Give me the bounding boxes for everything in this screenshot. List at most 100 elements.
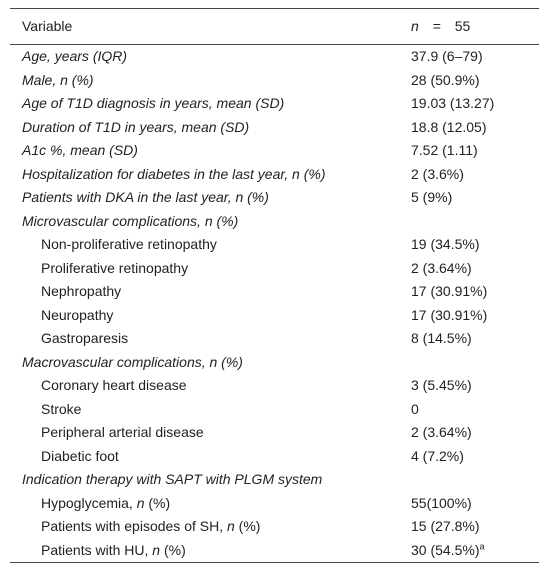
row-label: Patients with episodes of SH, n (%)	[41, 515, 260, 539]
label-part: Patients with episodes of SH,	[41, 518, 227, 534]
row-value: 7.52 (1.11)	[411, 139, 478, 163]
group-row: Microvascular complications, n (%)	[10, 210, 539, 234]
row-label: Age, years (IQR)	[22, 48, 128, 64]
row-label: Gastroparesis	[41, 330, 129, 346]
table-row: Age, years (IQR) 37.9 (6–79)	[10, 45, 539, 69]
row-label: Patients with DKA in the last year, n (%…	[22, 189, 269, 205]
row-value: 2 (3.6%)	[411, 163, 464, 187]
row-value: 19 (34.5%)	[411, 233, 479, 257]
value-text: 5 (9%)	[411, 189, 453, 205]
value-text: 18.8 (12.05)	[411, 118, 487, 135]
table-row: Coronary heart disease 3 (5.45%)	[10, 374, 539, 398]
label-part: n	[227, 518, 235, 534]
label-part: n	[136, 494, 145, 511]
table-row: Stroke 0	[10, 398, 539, 422]
row-label: Neuropathy	[41, 306, 114, 323]
value-text: 30 (54.5%)	[411, 541, 480, 558]
table-row: Hospitalization for diabetes in the last…	[10, 163, 539, 187]
row-value: 30 (54.5%)a	[411, 539, 485, 563]
table-row: Patients with DKA in the last year, n (%…	[10, 186, 539, 210]
row-value: 2 (3.64%)	[411, 257, 472, 281]
row-label: Non-proliferative retinopathy	[41, 236, 217, 252]
row-label: Duration of T1D in years, mean (SD)	[22, 118, 250, 135]
group-title: Macrovascular complications, n (%)	[22, 353, 243, 370]
n-symbol: n	[411, 18, 419, 34]
group-row: Indication therapy with SAPT with PLGM s…	[10, 468, 539, 492]
row-label: Hypoglycemia, n (%)	[41, 492, 170, 516]
value-text: 19.03 (13.27)	[411, 95, 495, 111]
row-label: Diabetic foot	[41, 447, 119, 464]
header-variable: Variable	[22, 18, 73, 34]
row-label: A1c %, mean (SD)	[22, 142, 138, 158]
value-text: 19 (34.5%)	[411, 236, 480, 252]
row-value: 0	[411, 398, 419, 422]
value-text: 4 (7.2%)	[411, 447, 464, 464]
table-row: Patients with HU, n (%) 30 (54.5%)a	[10, 539, 539, 563]
value-text: 3 (5.45%)	[411, 377, 472, 393]
table-row: Nephropathy 17 (30.91%)	[10, 280, 539, 304]
row-value: 8 (14.5%)	[411, 327, 472, 351]
table-row: Male, n (%) 28 (50.9%)	[10, 69, 539, 93]
row-label: Peripheral arterial disease	[41, 424, 204, 440]
value-text: 2 (3.64%)	[411, 259, 472, 276]
value-text: 17 (30.91%)	[411, 283, 488, 299]
value-text: 8 (14.5%)	[411, 330, 472, 346]
row-label: Coronary heart disease	[41, 377, 187, 393]
row-value: 3 (5.45%)	[411, 374, 472, 398]
label-part: Hypoglycemia,	[41, 494, 137, 511]
value-text: 7.52 (1.11)	[411, 142, 478, 158]
row-label: Hospitalization for diabetes in the last…	[22, 165, 326, 182]
row-value: 18.8 (12.05)	[411, 116, 487, 140]
footnote-mark: a	[479, 540, 485, 551]
table-row: Diabetic foot 4 (7.2%)	[10, 445, 539, 469]
row-label: Age of T1D diagnosis in years, mean (SD)	[22, 95, 285, 111]
value-text: 28 (50.9%)	[411, 71, 480, 88]
row-value: 37.9 (6–79)	[411, 45, 483, 69]
row-value: 2 (3.64%)	[411, 421, 472, 445]
label-part: Patients with HU,	[41, 541, 153, 558]
row-label: Proliferative retinopathy	[41, 259, 189, 276]
value-text: 2 (3.6%)	[411, 165, 464, 182]
value-text: 2 (3.64%)	[411, 424, 472, 440]
row-label: Patients with HU, n (%)	[41, 539, 186, 563]
value-text: 15 (27.8%)	[411, 518, 480, 534]
table: Variable n = 55 Age, years (IQR) 37.9 (6–…	[10, 8, 539, 563]
row-value: 17 (30.91%)	[411, 304, 487, 328]
total: 55	[454, 18, 471, 34]
row-value: 15 (27.8%)	[411, 515, 479, 539]
group-title: Microvascular complications, n (%)	[22, 212, 239, 229]
label-part: (%)	[144, 494, 171, 511]
header-row: Variable n = 55	[10, 9, 539, 45]
table-row: Neuropathy 17 (30.91%)	[10, 304, 539, 328]
table-row: Gastroparesis 8 (14.5%)	[10, 327, 539, 351]
table-row: Patients with episodes of SH, n (%) 15 (2…	[10, 515, 539, 539]
group-title: Indication therapy with SAPT with PLGM s…	[22, 471, 323, 487]
table-row: Hypoglycemia, n (%) 55(100%)	[10, 492, 539, 516]
value-text: 55(100%)	[411, 494, 472, 511]
label-part: n	[152, 541, 161, 558]
header-n: n = 55	[411, 9, 470, 44]
row-value: 5 (9%)	[411, 186, 452, 210]
row-value: 19.03 (13.27)	[411, 92, 494, 116]
row-label: Male, n (%)	[22, 71, 94, 88]
value-text: 0	[411, 400, 419, 417]
label-part: (%)	[234, 518, 261, 534]
equals: =	[432, 18, 441, 34]
table-row: Non-proliferative retinopathy 19 (34.5%)	[10, 233, 539, 257]
table-row: Age of T1D diagnosis in years, mean (SD)…	[10, 92, 539, 116]
label-part: (%)	[160, 541, 186, 558]
value-text: 17 (30.91%)	[411, 306, 488, 323]
table-row: Duration of T1D in years, mean (SD) 18.8 …	[10, 116, 539, 140]
row-label: Stroke	[41, 400, 82, 417]
row-value: 4 (7.2%)	[411, 445, 464, 469]
row-value: 28 (50.9%)	[411, 69, 479, 93]
value-text: 37.9 (6–79)	[411, 48, 483, 64]
row-label: Nephropathy	[41, 283, 122, 299]
row-value: 17 (30.91%)	[411, 280, 487, 304]
table-row: Proliferative retinopathy 2 (3.64%)	[10, 257, 539, 281]
table-row: Peripheral arterial disease 2 (3.64%)	[10, 421, 539, 445]
table-row: A1c %, mean (SD) 7.52 (1.11)	[10, 139, 539, 163]
row-value: 55(100%)	[411, 492, 472, 516]
group-row: Macrovascular complications, n (%)	[10, 351, 539, 375]
